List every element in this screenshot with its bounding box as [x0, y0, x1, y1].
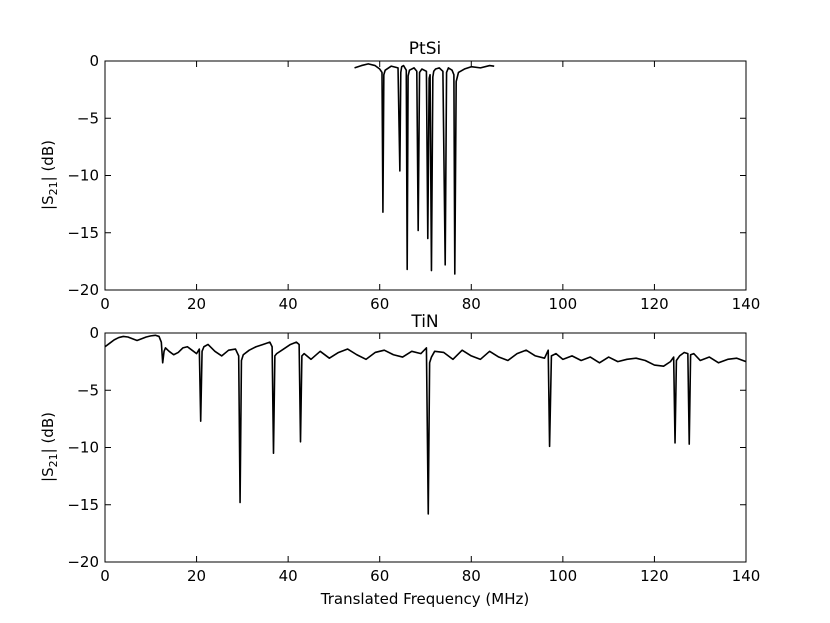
y-axis-label-main: |S — [39, 467, 57, 482]
x-tick-label: 40 — [279, 567, 298, 585]
plot-area-tin: 0 20 40 60 80 100 120 140 0 −5 −10 −15 −20 — [67, 324, 760, 585]
y-tick-label: −5 — [77, 109, 99, 127]
x-tick-label: 20 — [187, 567, 206, 585]
subplot-title-ptsi: PtSi — [409, 39, 441, 59]
y-tick-label: −15 — [67, 496, 99, 514]
x-tick-label: 80 — [462, 567, 481, 585]
subplot-tin: TiN |S21| (dB) 0 20 40 60 80 100 120 140 0 −5 −10 −… — [39, 312, 760, 608]
y-axis-label-tail: | (dB) — [39, 412, 57, 453]
x-axis-label: Translated Frequency (MHz) — [320, 590, 529, 608]
y-tick-label: −10 — [67, 167, 99, 185]
y-tick-label: 0 — [89, 324, 99, 342]
y-tick-label: −15 — [67, 224, 99, 242]
series-line-0 — [354, 63, 495, 275]
x-tick-label: 40 — [279, 295, 298, 313]
x-tick-label: 20 — [187, 295, 206, 313]
x-tick-label: 120 — [640, 295, 669, 313]
x-tick-label: 80 — [462, 295, 481, 313]
x-tick-label: 140 — [732, 295, 761, 313]
y-axis-label-tin: |S21| (dB) — [39, 412, 60, 482]
x-tick-label: 60 — [370, 567, 389, 585]
y-axis-label-subscript: 21 — [47, 453, 60, 467]
y-tick-label: −20 — [67, 553, 99, 571]
subplot-ptsi: PtSi |S21| (dB) 0 20 40 60 80 100 120 140 0 −5 −10… — [39, 39, 760, 313]
subplot-title-tin: TiN — [410, 312, 438, 332]
y-tick-label: −10 — [67, 439, 99, 457]
y-axis-label-tail: | (dB) — [39, 140, 57, 181]
x-tick-label: 140 — [732, 567, 761, 585]
x-tick-label: 100 — [549, 567, 578, 585]
y-tick-label: −5 — [77, 381, 99, 399]
y-axis-label-main: |S — [39, 195, 57, 210]
series-line-0 — [105, 334, 746, 515]
y-axis-label-subscript: 21 — [47, 181, 60, 195]
x-tick-label: 0 — [100, 567, 110, 585]
plot-area-ptsi: 0 20 40 60 80 100 120 140 0 −5 −10 −15 −20 — [67, 52, 760, 313]
y-tick-label: −20 — [67, 281, 99, 299]
y-tick-label: 0 — [89, 52, 99, 70]
x-tick-label: 60 — [370, 295, 389, 313]
x-tick-label: 120 — [640, 567, 669, 585]
x-tick-label: 100 — [549, 295, 578, 313]
y-axis-label-ptsi: |S21| (dB) — [39, 140, 60, 210]
x-tick-label: 0 — [100, 295, 110, 313]
